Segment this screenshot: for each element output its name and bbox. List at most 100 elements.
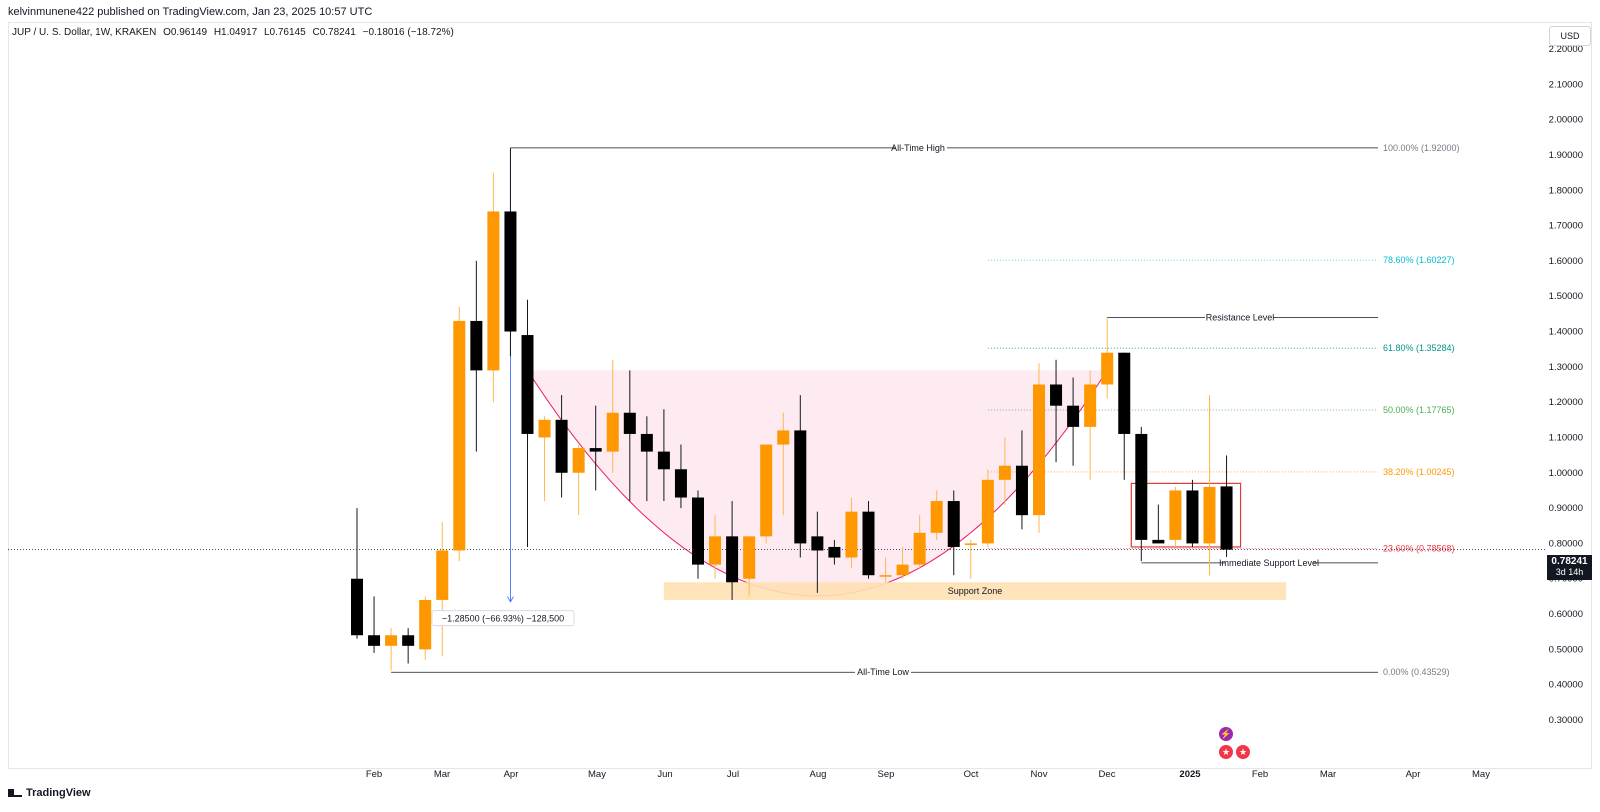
measure-label: −1.28500 (−66.93%) −128,500 (442, 614, 564, 624)
candle-body (521, 335, 534, 434)
ohlc-change: −0.18016 (−18.72%) (362, 27, 454, 38)
ohlc-high: H1.04917 (213, 27, 258, 38)
candle-body (351, 578, 363, 636)
candle-body (1203, 486, 1216, 544)
last-price-value: 0.78241 (1551, 556, 1588, 567)
y-tick-label: 0.80000 (1549, 538, 1583, 549)
publisher-line: kelvinmunene422 published on TradingView… (8, 6, 373, 18)
x-tick-label: Jun (657, 769, 672, 780)
candle-body (538, 419, 551, 438)
y-tick-label: 1.70000 (1549, 221, 1583, 232)
y-tick-label: 1.40000 (1549, 327, 1583, 338)
consolidation-box (1130, 482, 1242, 548)
fib-label: 61.80% (1.35284) (1383, 343, 1455, 353)
resistance-label-bg (1205, 311, 1273, 323)
candle-body (640, 433, 653, 452)
candle-body (402, 635, 415, 646)
x-tick-label: Apr (504, 769, 519, 780)
fib-label: 38.20% (1.00245) (1383, 467, 1455, 477)
ath-label-bg (895, 141, 947, 153)
candle-body (777, 430, 790, 445)
candle-body (879, 575, 892, 577)
candle-body (470, 320, 483, 371)
candle-body (828, 546, 841, 558)
bar-countdown: 3d 14h (1555, 567, 1584, 577)
candle-body (998, 465, 1011, 480)
candle-body (1015, 465, 1028, 516)
x-tick-label: Mar (1320, 769, 1336, 780)
candle-body (504, 211, 517, 332)
candle-body (760, 444, 773, 537)
y-tick-label: 1.20000 (1549, 397, 1583, 408)
y-tick-label: 1.00000 (1549, 468, 1583, 479)
candle-body (1186, 490, 1199, 544)
candle-body (1135, 433, 1148, 540)
tradingview-logo-text: TradingView (26, 787, 91, 799)
candle-body (692, 497, 704, 565)
fib-label: 50.00% (1.17765) (1383, 405, 1455, 415)
fib-label: 0.00% (0.43529) (1383, 667, 1450, 677)
candle-body (674, 469, 687, 498)
candle-body (1050, 384, 1063, 406)
y-tick-label: 2.20000 (1549, 44, 1583, 55)
resistance-label: Resistance Level (1206, 312, 1275, 322)
fib-label: 100.00% (1.92000) (1383, 143, 1460, 153)
y-tick-label: 0.30000 (1549, 715, 1583, 726)
x-tick-label: Dec (1099, 769, 1116, 780)
candle-body (419, 599, 432, 650)
candle-body (845, 511, 858, 558)
us-flag-icon[interactable]: ★ (1236, 745, 1250, 759)
measure-label-box (431, 610, 575, 627)
y-tick-label: 1.90000 (1549, 150, 1583, 161)
x-tick-label: Jul (727, 769, 739, 780)
y-tick-label: 1.30000 (1549, 362, 1583, 373)
y-tick-label: 0.90000 (1549, 503, 1583, 514)
lightning-icon[interactable]: ⚡ (1219, 727, 1233, 741)
candle-body (623, 412, 636, 434)
candle-body (368, 635, 381, 646)
last-price-tag: 0.78241 3d 14h (1547, 555, 1592, 580)
candle-body (657, 451, 670, 470)
candle-body (743, 536, 756, 579)
symbol-legend: JUP / U. S. Dollar, 1W, KRAKEN O0.96149 … (12, 27, 458, 38)
x-tick-label: Feb (366, 769, 382, 780)
candle-body (1084, 384, 1097, 427)
y-tick-label: 1.50000 (1549, 291, 1583, 302)
ohlc-low: L0.76145 (263, 27, 306, 38)
candle-body (709, 536, 722, 565)
tradingview-logo[interactable]: TradingView (8, 787, 91, 799)
fib-label: 23.60% (0.78568) (1383, 543, 1455, 553)
y-tick-label: 2.10000 (1549, 79, 1583, 90)
x-tick-label: May (1472, 769, 1490, 780)
x-tick-label: Feb (1252, 769, 1268, 780)
candle-body (1118, 352, 1131, 434)
immediate-support-label: Immediate Support Level (1219, 558, 1319, 568)
currency-button[interactable]: USD (1549, 26, 1591, 46)
candle-body (555, 419, 568, 473)
candle-body (606, 412, 619, 452)
us-flag-icon[interactable]: ★ (1219, 745, 1233, 759)
y-tick-label: 0.50000 (1549, 644, 1583, 655)
candle-body (981, 479, 994, 544)
candle-body (572, 448, 585, 473)
symbol-name[interactable]: JUP / U. S. Dollar, 1W, KRAKEN (12, 27, 157, 38)
candle-body (453, 320, 466, 551)
ohlc-close: C0.78241 (312, 27, 356, 38)
x-tick-label: May (588, 769, 606, 780)
x-tick-label: Oct (964, 769, 979, 780)
x-tick-label: Apr (1406, 769, 1421, 780)
atl-label-bg (855, 666, 911, 678)
fib-label: 78.60% (1.60227) (1383, 255, 1455, 265)
price-chart[interactable]: Support Zone 100.00% (1.92000) 78.60% (1.6… (0, 0, 1600, 780)
y-tick-label: 0.60000 (1549, 609, 1583, 620)
x-tick-label: Sep (878, 769, 895, 780)
y-tick-label: 1.60000 (1549, 256, 1583, 267)
candle-body (1033, 384, 1045, 516)
ohlc-open: O0.96149 (163, 27, 208, 38)
y-tick-label: 0.40000 (1549, 680, 1583, 691)
tradingview-logo-icon (8, 789, 22, 798)
x-tick-label: Mar (434, 769, 450, 780)
candle-body (964, 543, 977, 545)
candle-body (913, 532, 926, 565)
atl-label: All-Time Low (857, 667, 909, 677)
